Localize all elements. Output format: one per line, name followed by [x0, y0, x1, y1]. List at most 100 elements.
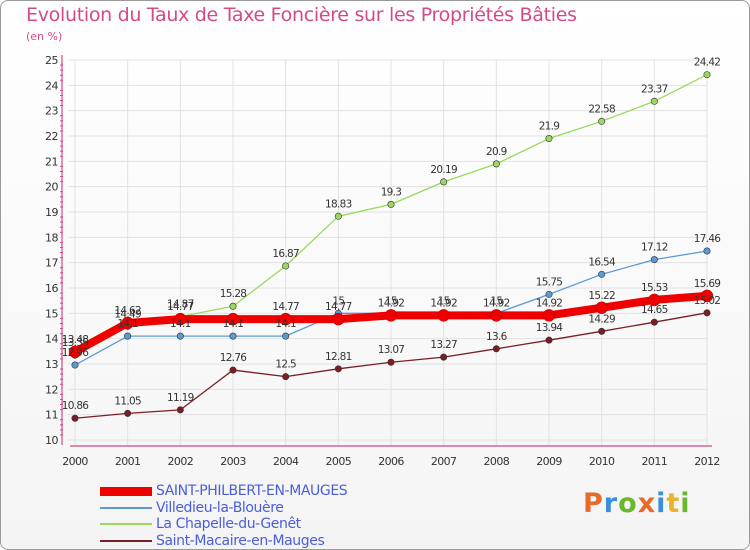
- data-point: [650, 97, 658, 105]
- y-tick-label: 19: [45, 206, 58, 219]
- data-label: 23.37: [641, 83, 668, 95]
- data-label: 11.05: [114, 395, 141, 407]
- legend-swatch: [100, 539, 152, 542]
- data-label: 14.1: [170, 318, 191, 330]
- data-label: 13.94: [536, 322, 564, 334]
- data-label: 13.48: [62, 334, 89, 346]
- data-point: [226, 312, 240, 326]
- y-tick-label: 10: [45, 434, 58, 447]
- data-label: 21.9: [539, 121, 560, 133]
- legend-label: Saint-Macaire-en-Mauges: [156, 532, 325, 549]
- data-point: [387, 200, 395, 208]
- x-tick-label: 2003: [220, 455, 246, 468]
- x-tick-label: 2011: [642, 455, 668, 468]
- y-tick-label: 15: [45, 307, 58, 320]
- data-point: [229, 366, 237, 374]
- x-tick-label: 2002: [168, 455, 194, 468]
- data-label: 13.27: [430, 339, 457, 351]
- data-label: 17.12: [641, 242, 668, 254]
- data-point: [282, 373, 290, 381]
- data-label: 15: [438, 295, 450, 307]
- x-tick-label: 2009: [536, 455, 562, 468]
- y-tick-label: 24: [45, 79, 58, 92]
- legend-swatch: [100, 506, 152, 509]
- data-point: [542, 309, 556, 322]
- logo-letter: o: [618, 488, 638, 519]
- y-tick-label: 23: [45, 105, 58, 118]
- data-label: 15: [332, 295, 344, 307]
- data-label: 14.1: [223, 318, 244, 330]
- y-axis-unit: (en %): [26, 30, 63, 43]
- data-label: 17.46: [694, 233, 722, 245]
- data-label: 20.9: [486, 146, 507, 158]
- data-point: [545, 290, 553, 298]
- data-label: 14.1: [117, 318, 138, 330]
- data-label: 13.6: [486, 331, 508, 343]
- data-label: 14.87: [167, 299, 194, 311]
- data-point: [437, 309, 450, 322]
- data-label: 14.62: [114, 305, 141, 317]
- logo-letter: i: [656, 488, 667, 519]
- legend-item: La Chapelle-du-Genêt: [100, 516, 347, 533]
- data-point: [492, 345, 500, 353]
- legend-label: Villedieu-la-Blouère: [156, 499, 284, 516]
- legend-swatch: [100, 486, 152, 496]
- data-point: [545, 336, 553, 344]
- data-point: [176, 406, 184, 414]
- data-label: 12.81: [325, 351, 352, 363]
- data-label: 12.5: [275, 359, 296, 371]
- data-label: 19.3: [381, 186, 402, 198]
- data-label: 15: [385, 295, 397, 307]
- logo-letter: t: [666, 488, 681, 519]
- data-label: 15.02: [694, 295, 721, 307]
- data-label: 15.22: [588, 290, 615, 302]
- data-label: 14.29: [588, 313, 615, 325]
- data-point: [279, 312, 292, 326]
- legend-item: Saint-Macaire-en-Mauges: [100, 533, 347, 550]
- data-label: 18.83: [325, 198, 352, 210]
- data-label: 15.69: [694, 278, 721, 290]
- data-point: [332, 312, 345, 326]
- x-tick-label: 2001: [115, 455, 141, 468]
- data-point: [124, 409, 132, 417]
- data-point: [282, 332, 290, 340]
- y-tick-label: 25: [45, 54, 58, 67]
- data-point: [703, 247, 711, 255]
- data-label: 14.92: [536, 297, 563, 309]
- data-label: 14.77: [167, 301, 194, 313]
- data-label: 14.49: [114, 308, 141, 320]
- y-tick-label: 17: [45, 257, 58, 270]
- data-point: [174, 312, 187, 326]
- data-point: [229, 332, 237, 340]
- x-tick-label: 2012: [694, 455, 720, 468]
- data-label: 15: [490, 295, 502, 307]
- legend-swatch: [100, 523, 152, 526]
- data-point: [334, 212, 342, 220]
- logo-letter: P: [583, 488, 604, 519]
- data-point: [545, 135, 553, 143]
- data-point: [71, 361, 79, 369]
- y-tick-label: 14: [45, 333, 58, 346]
- data-point: [440, 178, 448, 186]
- data-label: 16.87: [272, 248, 299, 260]
- y-tick-label: 20: [45, 181, 58, 194]
- data-label: 14.65: [641, 304, 668, 316]
- x-tick-label: 2007: [431, 455, 457, 468]
- y-tick-label: 13: [45, 358, 58, 371]
- data-point: [176, 332, 184, 340]
- data-point: [650, 256, 658, 264]
- data-point: [124, 332, 132, 340]
- data-label: 20.19: [430, 164, 457, 176]
- data-label: 14.1: [275, 318, 296, 330]
- data-label: 14.77: [325, 301, 352, 313]
- data-label: 14.92: [483, 297, 510, 309]
- data-point: [648, 293, 661, 307]
- data-point: [492, 160, 500, 168]
- proxiti-logo: Proxiti: [583, 488, 691, 519]
- logo-letter: i: [680, 488, 691, 519]
- data-label: 12.76: [220, 352, 248, 364]
- x-tick-label: 2008: [484, 455, 510, 468]
- data-point: [703, 309, 711, 317]
- data-label: 15.75: [536, 276, 563, 288]
